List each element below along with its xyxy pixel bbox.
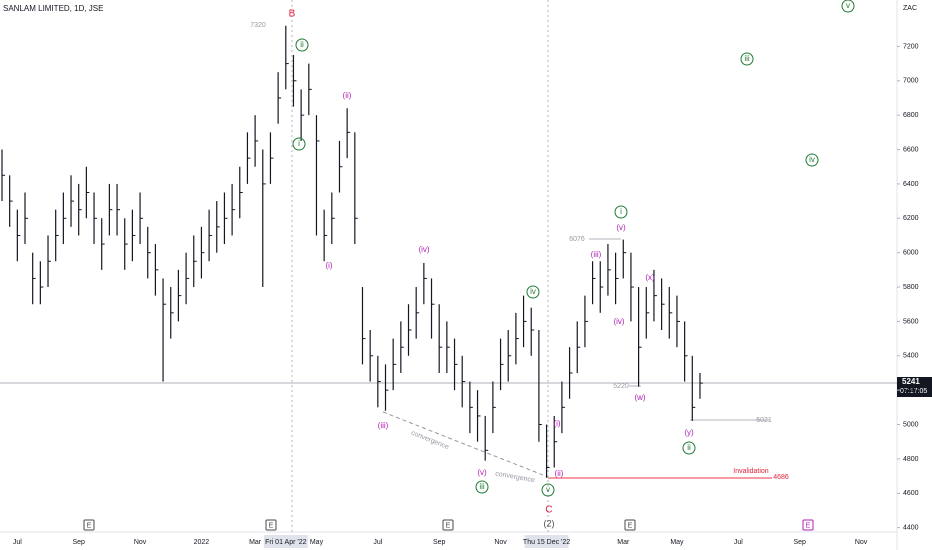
x-tick-label: Nov (134, 539, 147, 546)
wave-label: (iii) (378, 421, 389, 430)
wave-circle (841, 0, 855, 13)
event-box (265, 519, 277, 531)
wave-label: (v) (616, 223, 626, 232)
event-marker: E (806, 522, 811, 529)
wave-circle (295, 38, 309, 52)
wave-label: 6076 (569, 236, 585, 243)
y-tick-label: 4600 (903, 490, 919, 497)
wave-label: 7320 (250, 22, 266, 29)
wave-label: ii (300, 40, 304, 49)
x-tick-label: Fri 01 Apr '22 (265, 539, 307, 546)
wave-label: ii (687, 443, 691, 452)
wave-label: (x) (645, 273, 655, 282)
x-tick-label: May (670, 539, 684, 546)
x-tick-label: Mar (617, 539, 630, 546)
wave-circle (475, 480, 489, 494)
x-tick-label: Jul (13, 539, 22, 546)
wave-circle (526, 285, 540, 299)
wave-label: v (846, 1, 850, 10)
x-tick-label: Mar (249, 539, 262, 546)
y-tick-label: 4400 (903, 525, 919, 532)
wave-label: iv (809, 155, 815, 164)
event-box (83, 519, 95, 531)
y-tick-label: 6200 (903, 215, 919, 222)
y-tick-label: 5600 (903, 318, 919, 325)
event-marker: E (446, 522, 451, 529)
wave-label: iv (530, 287, 536, 296)
wave-circle (541, 483, 555, 497)
wave-label: (iii) (591, 250, 602, 259)
y-tick-label: 5200 (903, 387, 919, 394)
wave-circle (682, 441, 696, 455)
wave-label: iii (744, 54, 750, 63)
wave-circle (614, 205, 628, 219)
wave-label: (iv) (418, 245, 429, 254)
event-marker: E (628, 522, 633, 529)
countdown: 07:17:05 (900, 388, 927, 395)
wave-label: i (620, 207, 622, 216)
wave-label: (v) (477, 468, 487, 477)
wave-label: (2) (544, 518, 555, 528)
y-tick-label: 4800 (903, 456, 919, 463)
event-marker: E (269, 522, 274, 529)
wave-label: v (546, 485, 550, 494)
wave-label: iii (479, 482, 485, 491)
event-box (802, 519, 814, 531)
y-tick-label: 6000 (903, 250, 919, 257)
y-tick-label: 6800 (903, 112, 919, 119)
y-tick-label: 7000 (903, 78, 919, 85)
x-tick-label: 2022 (194, 539, 210, 546)
x-tick-label: Sep (793, 539, 806, 546)
wave-label: B (289, 9, 296, 20)
x-tick-label: Sep (433, 539, 446, 546)
wave-label: 4686 (773, 474, 789, 481)
y-tick-label: 5000 (903, 421, 919, 428)
wave-label: (iv) (613, 317, 624, 326)
crosshair-label-bg (263, 535, 308, 548)
x-tick-label: May (310, 539, 324, 546)
x-tick-label: Nov (494, 539, 507, 546)
event-box (624, 519, 636, 531)
wave-label: (ii) (343, 91, 352, 100)
event-box (442, 519, 454, 531)
wave-circle (292, 137, 306, 151)
y-tick-label: 5400 (903, 353, 919, 360)
crosshair-label-bg (524, 535, 569, 548)
convergence-line (382, 411, 549, 478)
currency: ZAC (903, 5, 917, 12)
wave-label: i (298, 139, 300, 148)
wave-label: (i) (553, 419, 560, 428)
wave-label: (y) (684, 428, 694, 437)
event-marker: E (87, 522, 92, 529)
wave-label: C (545, 505, 552, 516)
wave-circle (805, 153, 819, 167)
price-tag (897, 377, 932, 397)
y-tick-label: 5800 (903, 284, 919, 291)
chart-title: SANLAM LIMITED, 1D, JSE (3, 4, 103, 13)
last-price: 5241 (902, 377, 920, 386)
wave-label: 5220 (613, 383, 629, 390)
wave-label: (i) (325, 261, 332, 270)
wave-label: 5021 (756, 417, 772, 424)
x-tick-label: Jul (734, 539, 743, 546)
y-tick-label: 6400 (903, 181, 919, 188)
x-tick-label: Thu 15 Dec '22 (523, 539, 570, 546)
wave-label: (w) (634, 393, 645, 402)
y-tick-label: 6600 (903, 146, 919, 153)
wave-circle (740, 52, 754, 66)
wave-label: (ii) (555, 469, 564, 478)
y-tick-label: 7200 (903, 43, 919, 50)
x-tick-label: Sep (72, 539, 85, 546)
x-tick-label: Jul (373, 539, 382, 546)
x-tick-label: Nov (855, 539, 868, 546)
wave-label: Invalidation (733, 468, 769, 475)
